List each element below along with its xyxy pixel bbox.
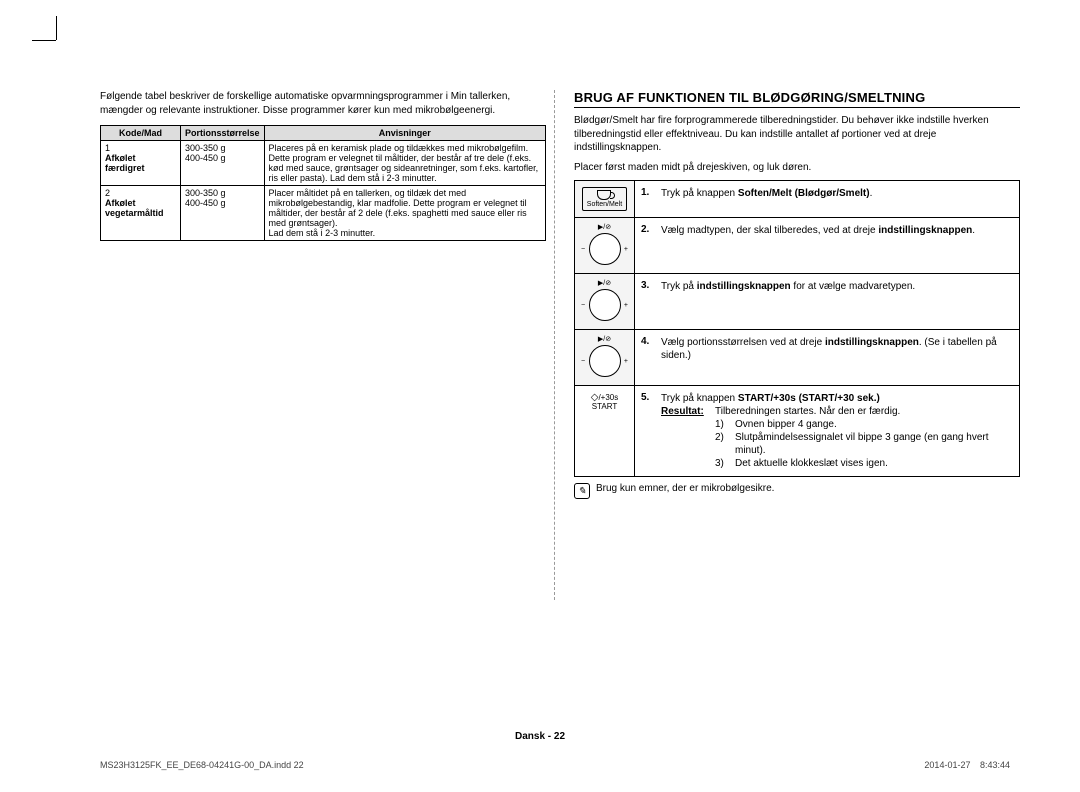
minus-icon: − [581, 358, 585, 365]
food-table: Kode/Mad Portionsstørrelse Anvisninger 1… [100, 125, 546, 241]
cell-portion: 300-350 g 400-450 g [181, 141, 265, 186]
th-instructions: Anvisninger [264, 126, 545, 141]
footer-timestamp: 2014-01-27 8:43:44 [924, 760, 1010, 770]
th-code: Kode/Mad [101, 126, 181, 141]
icon-cell: ◇/+30s START [575, 386, 635, 477]
icon-cell: ▶/⊘ − + [575, 330, 635, 386]
step-content: Vælg portionsstørrelsen ved at dreje ind… [661, 336, 1013, 362]
step-row: ▶/⊘ − + 4. Vælg portionsstørrelsen ved a… [575, 330, 1020, 386]
step-content: Vælg madtypen, der skal tilberedes, ved … [661, 224, 1013, 237]
icon-label: Soften/Melt [587, 201, 622, 208]
columns: Følgende tabel beskriver de forskellige … [100, 90, 1020, 499]
step-text: 2. Vælg madtypen, der skal tilberedes, v… [635, 218, 1020, 274]
intro-text: Følgende tabel beskriver de forskellige … [100, 90, 546, 117]
step-row: ▶/⊘ − + 2. Vælg madtypen, der skal tilbe… [575, 218, 1020, 274]
icon-cell: ▶/⊘ − + [575, 218, 635, 274]
minus-icon: − [581, 246, 585, 253]
minus-icon: − [581, 302, 585, 309]
footer-filename: MS23H3125FK_EE_DE68-04241G-00_DA.indd 22 [100, 760, 304, 770]
cell-portion: 300-350 g 400-450 g [181, 186, 265, 241]
cell-code: 2 Afkølet vegetarmåltid [101, 186, 181, 241]
step-content: Tryk på knappen Soften/Melt (Blødgør/Sme… [661, 187, 1013, 200]
crop-mark [32, 40, 56, 41]
icon-cell: Soften/Melt [575, 181, 635, 218]
plus-icon: + [624, 358, 628, 365]
dial-label: ▶/⊘ [581, 224, 628, 231]
paragraph: Placer først maden midt på drejeskiven, … [574, 161, 1020, 175]
step-content: Tryk på indstillingsknappen for at vælge… [661, 280, 1013, 293]
cell-code: 1 Afkølet færdigret [101, 141, 181, 186]
soften-melt-icon: Soften/Melt [582, 187, 627, 211]
right-column: BRUG AF FUNKTIONEN TIL BLØDGØRING/SMELTN… [574, 90, 1020, 499]
step-content: Tryk på knappen START/+30s (START/+30 se… [661, 392, 1013, 470]
step-number: 4. [641, 336, 655, 362]
step-number: 2. [641, 224, 655, 237]
dial-label: ▶/⊘ [581, 336, 628, 343]
step-number: 5. [641, 392, 655, 470]
step-number: 1. [641, 187, 655, 200]
table-row: 1 Afkølet færdigret 300-350 g 400-450 g … [101, 141, 546, 186]
code-num: 2 [105, 188, 110, 198]
paragraph: Blødgør/Smelt har fire forprogrammerede … [574, 114, 1020, 155]
cell-instr: Placer måltidet på en tallerken, og tild… [264, 186, 545, 241]
steps-table: Soften/Melt 1. Tryk på knappen Soften/Me… [574, 180, 1020, 477]
step-number: 3. [641, 280, 655, 293]
column-divider [554, 90, 555, 600]
step-text: 5. Tryk på knappen START/+30s (START/+30… [635, 386, 1020, 477]
dial-icon [589, 345, 621, 377]
page: Følgende tabel beskriver de forskellige … [0, 0, 1080, 792]
icon-cell: ▶/⊘ − + [575, 274, 635, 330]
plus-icon: + [624, 246, 628, 253]
code-name: Afkølet færdigret [105, 153, 145, 173]
step-text: 4. Vælg portionsstørrelsen ved at dreje … [635, 330, 1020, 386]
step-text: 1. Tryk på knappen Soften/Melt (Blødgør/… [635, 181, 1020, 218]
step-text: 3. Tryk på indstillingsknappen for at væ… [635, 274, 1020, 330]
code-name: Afkølet vegetarmåltid [105, 198, 164, 218]
table-row: 2 Afkølet vegetarmåltid 300-350 g 400-45… [101, 186, 546, 241]
plus-icon: + [624, 302, 628, 309]
note-text: Brug kun emner, der er mikrobølgesikre. [596, 483, 774, 494]
dial-icon [589, 233, 621, 265]
note-icon: ✎ [574, 483, 590, 499]
start-icon: ◇/+30s START [581, 392, 628, 412]
step-row: ▶/⊘ − + 3. Tryk på indstillingsknappen f… [575, 274, 1020, 330]
result-label: Resultat: [661, 405, 711, 418]
result-text: Tilberedningen startes. Når den er færdi… [715, 405, 900, 418]
section-heading: BRUG AF FUNKTIONEN TIL BLØDGØRING/SMELTN… [574, 90, 1020, 108]
left-column: Følgende tabel beskriver de forskellige … [100, 90, 546, 499]
th-portion: Portionsstørrelse [181, 126, 265, 141]
crop-mark [56, 16, 57, 40]
step-row: Soften/Melt 1. Tryk på knappen Soften/Me… [575, 181, 1020, 218]
dial-label: ▶/⊘ [581, 280, 628, 287]
cell-instr: Placeres på en keramisk plade og tildækk… [264, 141, 545, 186]
step-row: ◇/+30s START 5. Tryk på knappen START/+3… [575, 386, 1020, 477]
dial-icon [589, 289, 621, 321]
result-list: 1)Ovnen bipper 4 gange. 2)Slutpåmindelse… [661, 418, 1013, 470]
page-footer: Dansk - 22 [0, 731, 1080, 742]
code-num: 1 [105, 143, 110, 153]
note: ✎ Brug kun emner, der er mikrobølgesikre… [574, 483, 1020, 499]
